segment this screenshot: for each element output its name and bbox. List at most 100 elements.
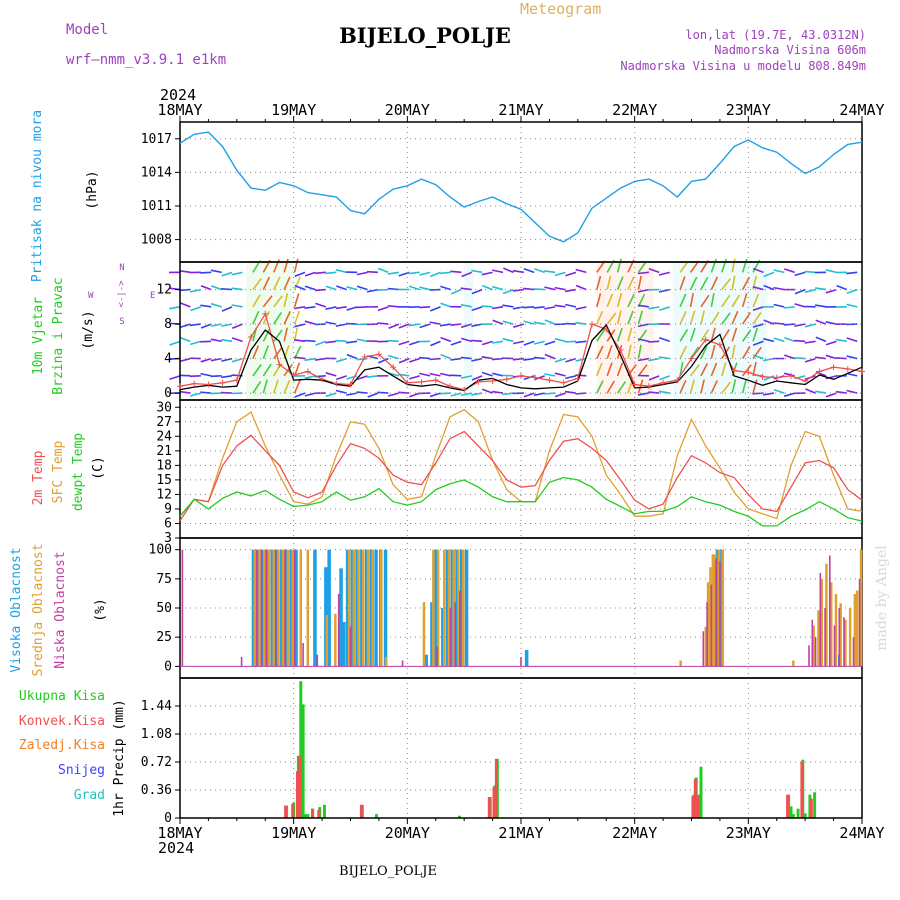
wind-barb: [335, 306, 347, 310]
precip-convective-bar: [296, 771, 299, 818]
cloud-high-bar: [265, 549, 270, 667]
cloud-high-bar: [289, 549, 293, 667]
cloud-low-bar: [449, 608, 452, 667]
wind-barb: [293, 339, 306, 343]
wind-barb: [513, 323, 525, 328]
wind-barb: [419, 271, 431, 276]
cloud-high-bar: [383, 549, 388, 667]
wind-barb: [409, 392, 420, 398]
wind-barb: [408, 285, 420, 291]
wind-barb: [627, 293, 635, 308]
wind-barb: [616, 362, 624, 377]
wind-barb: [419, 372, 431, 377]
wind-barb: [304, 285, 316, 291]
wind-barb: [679, 345, 688, 359]
wind-barb: [356, 271, 368, 276]
wind-barb: [336, 285, 347, 291]
wind-barb: [627, 276, 635, 290]
compass-west-label: W: [88, 291, 94, 301]
wind-barb: [492, 372, 504, 377]
wind-barb: [752, 346, 762, 360]
wind-barb: [179, 288, 191, 292]
cloud-tick-label: 75: [156, 572, 172, 587]
wind-barb: [398, 357, 410, 364]
wind-gust-marker: [816, 368, 823, 375]
wind-gust-marker: [205, 381, 212, 388]
wind-barb: [325, 285, 337, 291]
bottom-date-label: 24MAY: [839, 824, 884, 842]
wind-barb: [273, 311, 283, 325]
wind-barb: [700, 276, 709, 290]
wind-panel: 0 4 8 12: [156, 258, 865, 401]
wind-barb: [231, 337, 243, 343]
bottom-date-label: 20MAY: [385, 824, 430, 842]
wind-barb: [429, 372, 441, 377]
compass-south-label: S: [119, 317, 124, 327]
wind-barb: [659, 375, 670, 381]
cloud-tick-label: 100: [149, 543, 172, 558]
cloud-low-bar: [811, 619, 814, 667]
footer-station: BIJELO_POLJE: [339, 864, 437, 879]
wind-barb: [596, 362, 603, 377]
cloud-low-bar: [702, 631, 705, 667]
wind-barb: [606, 293, 614, 308]
wind-barb: [825, 269, 837, 274]
cloud-high-bar: [355, 549, 359, 667]
wind-barb: [294, 323, 306, 328]
wind-barb: [450, 340, 462, 346]
wind-barb: [544, 270, 556, 274]
wind-gust-marker: [375, 351, 382, 358]
wind-barb: [689, 327, 696, 342]
wind-barb: [283, 258, 289, 273]
cloud-low-bar: [706, 602, 708, 667]
cloud-high-bar: [270, 549, 275, 667]
cloud-mid-bar: [679, 660, 682, 667]
wind-barb: [741, 379, 747, 394]
wind-barb: [440, 372, 452, 377]
wind-barb: [283, 327, 288, 342]
cloud-mid-bar: [325, 615, 329, 667]
wind-barb: [377, 267, 389, 274]
pressure-label: Pritisak na nivou mora: [30, 110, 45, 282]
wind-barb: [200, 357, 212, 363]
pressure-tick-label: 1008: [141, 233, 172, 248]
wind-barb: [460, 356, 472, 360]
temp-label-dew: dewpt Temp: [71, 433, 86, 511]
wind-barb: [658, 288, 670, 293]
chart-subtitle: Meteogram: [520, 0, 601, 18]
wind-barb: [189, 392, 202, 397]
precip-total-bar: [803, 813, 807, 818]
cloud-low-bar: [710, 584, 713, 667]
wind-barb: [502, 288, 514, 295]
top-time-axis: 18MAY 19MAY 20MAY 21MAY 22MAY 23MAY 24MAY: [157, 101, 885, 122]
cloud-mid-bar: [282, 549, 285, 667]
wind-barb: [565, 303, 577, 308]
wind-barb: [210, 302, 222, 308]
wind-barb: [512, 357, 524, 361]
cloud-low-bar: [858, 578, 861, 667]
wind-barb: [710, 292, 715, 307]
wind-barb: [752, 323, 764, 328]
cloud-mid-bar: [717, 549, 721, 667]
wind-barb: [721, 294, 731, 308]
wind-gust-marker: [603, 326, 610, 333]
wind-barb: [231, 304, 243, 308]
precip-total-bar: [813, 792, 817, 818]
wind-barb: [346, 306, 358, 311]
wind-barb: [419, 356, 431, 360]
bottom-date-label: 18MAY: [157, 824, 202, 842]
wind-barb: [304, 320, 316, 325]
wind-barb: [346, 375, 358, 380]
wind-barb: [544, 319, 556, 325]
precip-convective-bar: [696, 796, 700, 818]
precip-convective-bar: [311, 808, 315, 818]
wind-barb: [283, 276, 291, 290]
wind-barb: [783, 306, 795, 309]
cloud-mid-bar: [792, 660, 795, 667]
wind-gust-marker: [660, 379, 667, 386]
wind-barb: [689, 292, 694, 308]
wind-barb: [648, 268, 660, 274]
wind-barb: [408, 375, 420, 380]
wind-barb: [679, 311, 687, 325]
wind-barb: [658, 356, 670, 360]
